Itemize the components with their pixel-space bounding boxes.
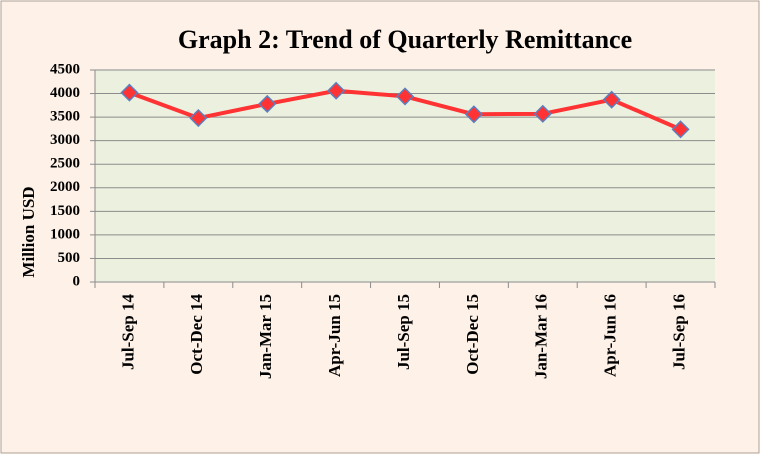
chart-title: Graph 2: Trend of Quarterly Remittance <box>178 25 632 54</box>
x-tick-label: Jul-Sep 16 <box>669 294 688 370</box>
data-point <box>602 90 621 109</box>
y-tick-label: 4000 <box>50 85 80 101</box>
y-tick-label: 1000 <box>50 226 80 242</box>
data-point <box>258 94 277 113</box>
x-tick-label: Jan-Mar 16 <box>532 294 551 379</box>
data-point <box>464 105 483 124</box>
x-tick-label: Jan-Mar 15 <box>256 294 275 379</box>
y-tick-label: 0 <box>73 273 81 289</box>
x-tick-label: Oct-Dec 14 <box>187 294 206 375</box>
data-point <box>671 120 690 139</box>
x-tick-label: Apr-Jun 15 <box>325 294 344 377</box>
data-point <box>120 83 139 102</box>
x-tick-label: Jul-Sep 15 <box>394 294 413 370</box>
y-tick-label: 500 <box>58 250 81 266</box>
y-tick-label: 2500 <box>50 156 80 172</box>
data-point <box>327 81 346 100</box>
data-point <box>533 104 552 123</box>
y-tick-label: 2000 <box>50 179 80 195</box>
data-point <box>189 108 208 128</box>
data-point <box>395 87 415 106</box>
y-tick-label: 4500 <box>50 61 80 77</box>
x-tick-label: Apr-Jun 16 <box>601 294 620 377</box>
y-tick-label: 3500 <box>50 109 80 125</box>
y-axis-label: Million USD <box>19 186 38 277</box>
x-tick-label: Oct-Dec 15 <box>463 294 482 375</box>
x-tick-label: Jul-Sep 14 <box>118 294 137 371</box>
y-tick-label: 3000 <box>50 132 80 148</box>
y-tick-label: 1500 <box>50 203 80 219</box>
